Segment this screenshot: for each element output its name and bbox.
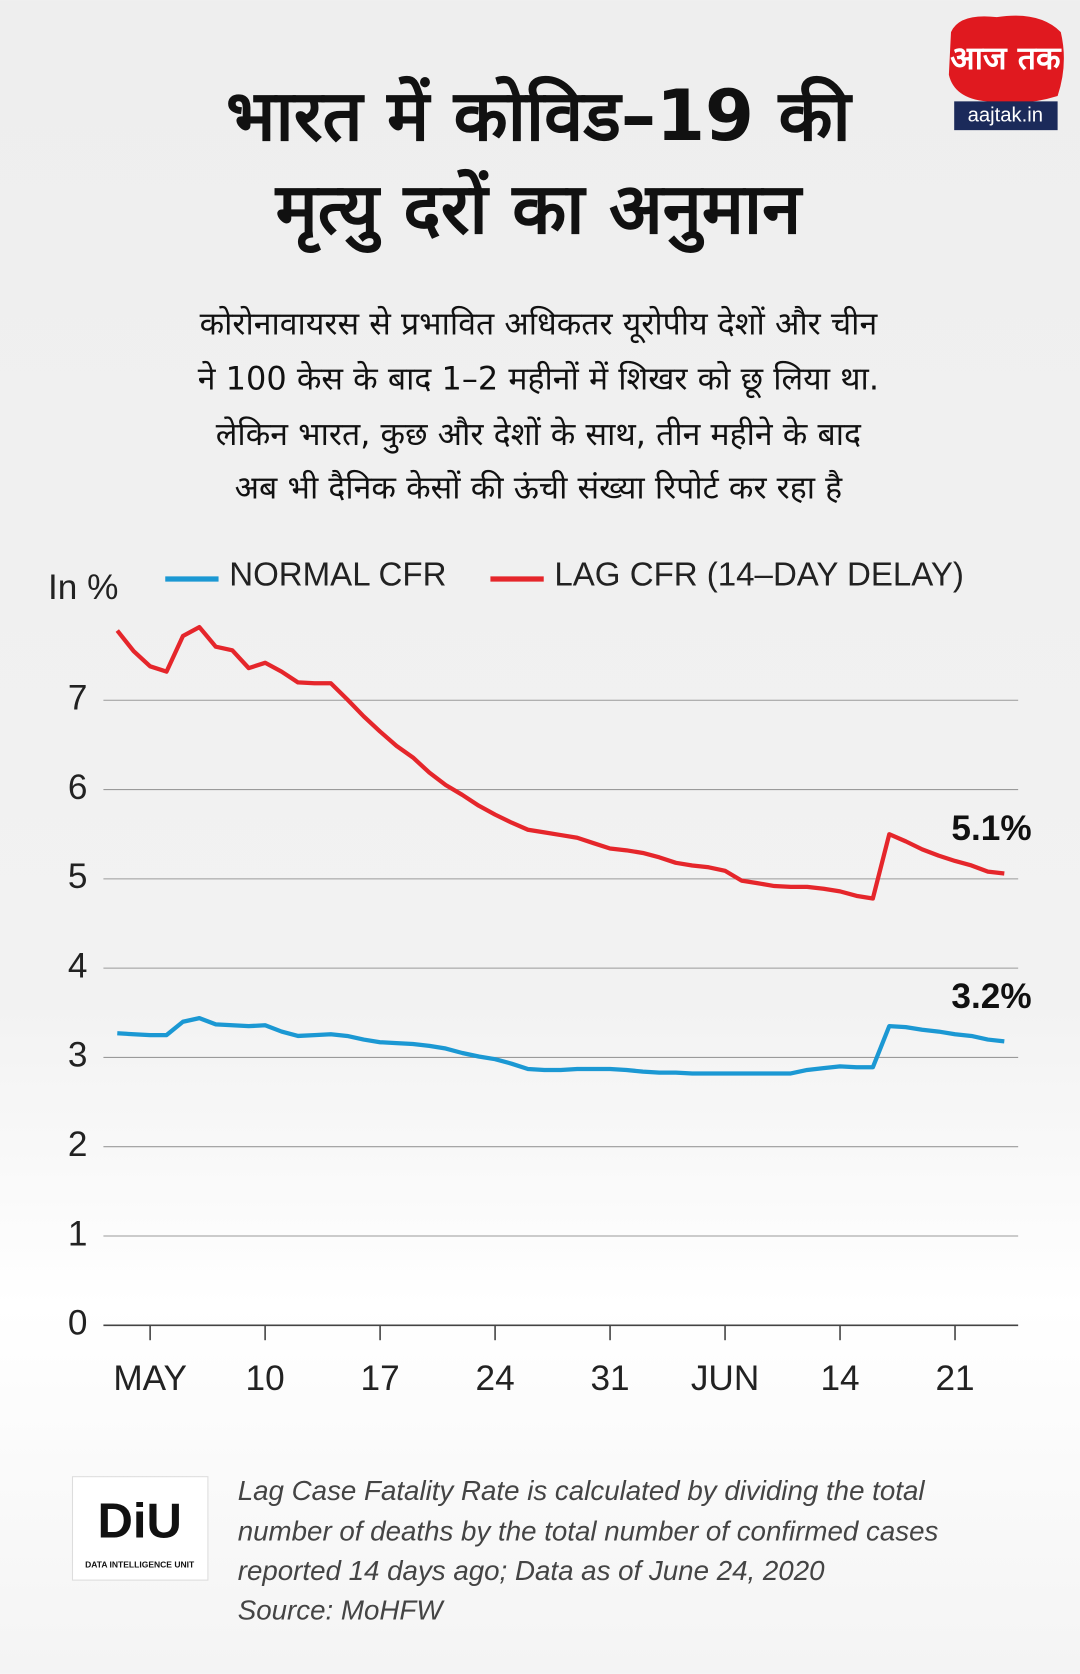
aajtak-logo: आज तक aajtak.in	[948, 15, 1064, 131]
title-line: भारत में कोविड–19 की	[226, 75, 854, 157]
y-tick-label: 6	[68, 768, 88, 807]
logo-site-box	[954, 101, 1058, 131]
y-tick-label: 2	[68, 1125, 88, 1164]
value-label: 3.2%	[951, 977, 1031, 1016]
y-tick-label: 1	[68, 1214, 88, 1253]
y-tick-label: 3	[68, 1036, 88, 1075]
series-line	[115, 624, 1005, 901]
subtitle-line: लेकिन भारत, कुछ और देशों के साथ, तीन मही…	[216, 415, 862, 454]
x-tick-label: 24	[476, 1359, 515, 1398]
footer-logo-sub: DATA INTELLIGENCE UNIT	[85, 1559, 195, 1569]
subtitle-line: कोरोनावायरस से प्रभावित अधिकतर यूरोपीय द…	[200, 304, 879, 343]
y-tick-label: 7	[68, 679, 88, 718]
note-line: reported 14 days ago; Data as of June 24…	[238, 1555, 825, 1586]
x-tick-label: 10	[246, 1359, 285, 1398]
x-tick-label: 21	[935, 1359, 974, 1398]
y-tick-label: 4	[68, 946, 88, 985]
x-tick-label: 14	[820, 1359, 859, 1398]
value-label: 5.1%	[951, 809, 1031, 848]
legend-label: LAG CFR (14–DAY DELAY)	[554, 557, 964, 594]
y-axis-label: In %	[48, 568, 118, 607]
source: Source: MoHFW	[238, 1594, 446, 1625]
y-tick-label: 5	[68, 857, 88, 896]
footer-logo-text: DiU	[97, 1495, 181, 1549]
subtitle-line: ने 100 केस के बाद 1–2 महीनों में शिखर को…	[198, 360, 879, 399]
note-line: number of deaths by the total number of …	[238, 1516, 939, 1547]
note-line: Lag Case Fatality Rate is calculated by …	[238, 1475, 926, 1506]
series-line	[117, 1016, 1005, 1076]
title-line: मृत्यु दरों का अनुमान	[274, 168, 804, 253]
logo-shape	[948, 15, 1064, 104]
x-tick-label: 31	[591, 1359, 630, 1398]
x-tick-label: 17	[361, 1359, 400, 1398]
footer-logo-box	[71, 1476, 209, 1581]
legend-label: NORMAL CFR	[229, 557, 446, 594]
logo-site: aajtak.in	[968, 105, 1043, 127]
x-tick-label: MAY	[113, 1359, 187, 1398]
footer-logo: DiU DATA INTELLIGENCE UNIT	[71, 1476, 209, 1581]
logo-text: आज तक	[950, 39, 1062, 77]
subtitle-line: अब भी दैनिक केसों की ऊंची संख्या रिपोर्ट…	[235, 468, 844, 506]
y-tick-label: 0	[68, 1304, 88, 1343]
x-tick-label: JUN	[691, 1359, 759, 1398]
